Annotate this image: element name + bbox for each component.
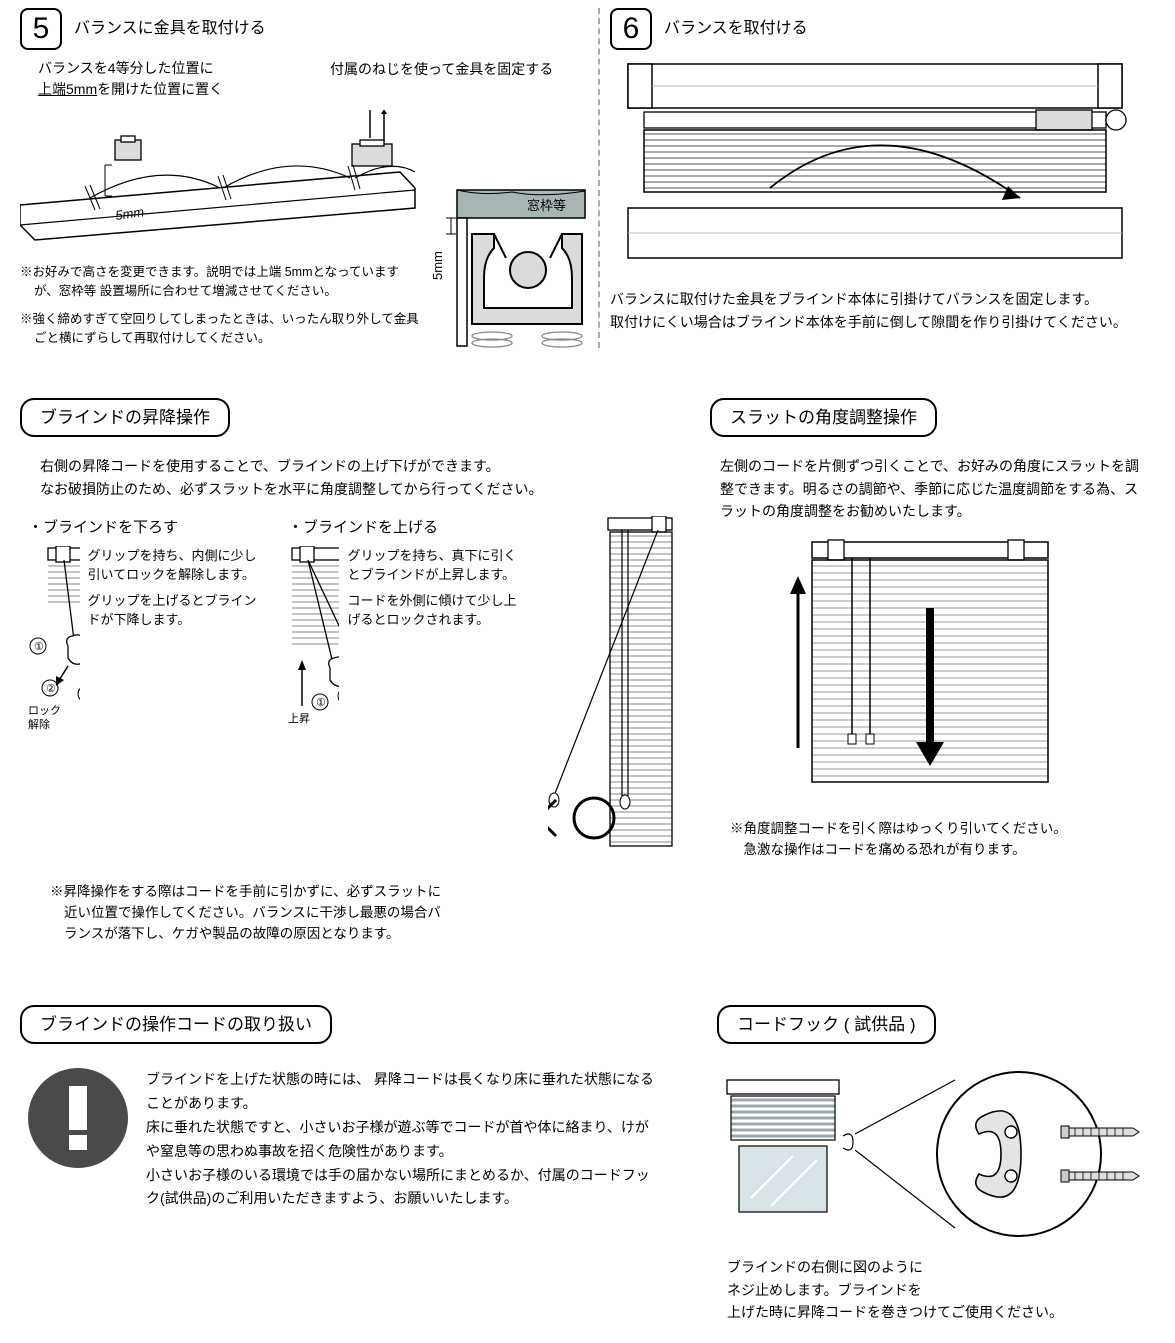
hook-illustration <box>721 1066 1151 1246</box>
step5-notes: ※お好みで高さを変更できます。説明では上端 5mmとなっていますが、窓枠等 設置… <box>20 263 420 357</box>
angle-note: ※角度調整コードを引く際はゆっくり引いてください。 急激な操作はコードを痛める恐… <box>710 819 1150 861</box>
lower-illustration: ① ② ③ 下降 ロック解除 <box>28 546 80 746</box>
top-row: 5 バランスに金具を取付ける バランスを4等分した位置に 上端5mmを開けた位置… <box>20 8 1155 348</box>
hook-text3: 上げた時に昇降コードを巻きつけてご使用ください。 <box>727 1301 1155 1323</box>
lower-desc1: グリップを持ち、内側に少し引いてロックを解除します。 <box>88 546 268 585</box>
step5-body: バランスを4等分した位置に 上端5mmを開けた位置に置く 付属のねじを使って金具… <box>20 58 580 348</box>
step5-header: 5 バランスに金具を取付ける <box>20 8 580 50</box>
angle-illustration <box>790 538 1070 798</box>
raise-body: ① ② ③ 上昇 ロック グリップを持ち、真下に引くとブラインドが上昇します。 … <box>288 546 528 746</box>
lower-body: ① ② ③ 下降 ロック解除 グリップを持ち、内側に少し引いてロックを解除します… <box>28 546 268 746</box>
hook-illustration-wrap <box>717 1066 1155 1246</box>
hook-title: コードフック ( 試供品 ) <box>717 1005 936 1044</box>
vertical-dashed-divider <box>598 8 600 348</box>
hook-text: ブラインドの右側に図のように ネジ止めします。ブラインドを 上げた時に昇降コード… <box>717 1256 1155 1323</box>
panel-step5: 5 バランスに金具を取付ける バランスを4等分した位置に 上端5mmを開けた位置… <box>20 8 590 348</box>
cord-handling-title: ブラインドの操作コードの取り扱い <box>20 1005 332 1044</box>
hook-text2: ネジ止めします。ブラインドを <box>727 1279 1155 1301</box>
xo-column <box>548 516 678 862</box>
step6-text-line1: バランスに取付けた金具をブラインド本体に引掛けてバランスを固定します。 <box>610 288 1140 310</box>
bracket-detail-illustration: 窓枠等 5mm <box>422 188 587 353</box>
caption1-rest: を開けた位置に置く <box>97 81 223 97</box>
angle-title: スラットの角度調整操作 <box>710 398 937 437</box>
raise-lower-note: ※昇降操作をする際はコードを手前に引かずに、必ずスラットに近い位置で操作してくだ… <box>20 882 450 945</box>
cord-p1: ブラインドを上げた状態の時には、 昇降コードは長くなり床に垂れた状態になることが… <box>146 1068 656 1116</box>
raise-desc1: グリップを持ち、真下に引くとブラインドが上昇します。 <box>347 546 528 585</box>
operation-row: ・ブラインドを下ろす ① ② ③ <box>20 516 680 862</box>
middle-row: ブラインドの昇降操作 右側の昇降コードを使用することで、ブラインドの上げ下げがで… <box>20 398 1155 945</box>
step5-title: バランスに金具を取付ける <box>74 16 266 42</box>
caption1-underline: 上端5mm <box>38 81 97 97</box>
warning-icon <box>28 1068 128 1168</box>
angle-illustration-wrap <box>710 538 1150 804</box>
lower-desc2: グリップを上げるとブラインドが下降します。 <box>88 591 268 630</box>
lower-column: ・ブラインドを下ろす ① ② ③ <box>28 516 268 862</box>
rl-intro-line2: なお破損防止のため、必ずスラットを水平に角度調整してから行ってください。 <box>40 478 680 500</box>
bottom-row: ブラインドの操作コードの取り扱い ブラインドを上げた状態の時には、 昇降コードは… <box>20 1005 1155 1323</box>
step5-number: 5 <box>20 8 62 50</box>
caption1-line1: バランスを4等分した位置に <box>38 60 214 76</box>
lower-subtitle: ・ブラインドを下ろす <box>28 516 268 540</box>
raise-column: ・ブラインドを上げる ① ② ③ 上昇 ロック <box>288 516 528 862</box>
svg-text:①: ① <box>34 641 44 653</box>
vdim-5mm: 5mm <box>430 251 445 280</box>
board-illustration: 5mm <box>20 110 420 260</box>
lower-desc: グリップを持ち、内側に少し引いてロックを解除します。 グリップを上げるとブライン… <box>88 546 268 746</box>
svg-text:ロック: ロック <box>28 704 61 717</box>
cord-handling-section: ブラインドの操作コードの取り扱い ブラインドを上げた状態の時には、 昇降コードは… <box>20 1005 677 1323</box>
raise-subtitle: ・ブラインドを上げる <box>288 516 528 540</box>
step5-caption-right: 付属のねじを使って金具を固定する <box>330 58 553 80</box>
step6-illustration <box>610 58 1140 276</box>
panel-step6: 6 バランスを取付ける <box>590 8 1140 348</box>
step6-header: 6 バランスを取付ける <box>610 8 1140 50</box>
hook-text1: ブラインドの右側に図のように <box>727 1256 1155 1278</box>
svg-text:解除: 解除 <box>28 717 50 731</box>
angle-section: スラットの角度調整操作 左側のコードを片側ずつ引くことで、お好みの角度にスラット… <box>710 398 1150 945</box>
svg-text:上昇: 上昇 <box>288 712 310 725</box>
step6-title: バランスを取付ける <box>664 16 808 42</box>
cord-p2: 床に垂れた状態ですと、小さいお子様が遊ぶ等でコードが首や体に絡まり、けがや窒息等… <box>146 1116 656 1164</box>
frame-label: 窓枠等 <box>527 198 566 213</box>
raise-lower-title: ブラインドの昇降操作 <box>20 398 230 437</box>
svg-text:②: ② <box>46 683 56 695</box>
step6-text: バランスに取付けた金具をブラインド本体に引掛けてバランスを固定します。 取付けに… <box>610 288 1140 333</box>
step5-note2: ※強く締めすぎて空回りしてしまったときは、いったん取り外して金具ごと横にずらして… <box>20 310 420 349</box>
hook-section: コードフック ( 試供品 ) <box>717 1005 1155 1323</box>
raise-lower-intro: 右側の昇降コードを使用することで、ブラインドの上げ下げができます。 なお破損防止… <box>20 455 680 500</box>
rl-note-text: ※昇降操作をする際はコードを手前に引かずに、必ずスラットに近い位置で操作してくだ… <box>50 882 450 945</box>
angle-intro: 左側のコードを片側ずつ引くことで、お好みの角度にスラットを調整できます。明るさの… <box>710 455 1150 522</box>
xo-illustration <box>548 516 678 856</box>
rl-intro-line1: 右側の昇降コードを使用することで、ブラインドの上げ下げができます。 <box>40 455 680 477</box>
cord-p3: 小さいお子様のいる環境では手の届かない場所にまとめるか、付属のコードフック(試供… <box>146 1164 656 1212</box>
raise-desc2: コードを外側に傾けて少し上げるとロックされます。 <box>347 591 528 630</box>
svg-text:①: ① <box>316 697 326 709</box>
raise-lower-section: ブラインドの昇降操作 右側の昇降コードを使用することで、ブラインドの上げ下げがで… <box>20 398 680 945</box>
step6-text-line2: 取付けにくい場合はブラインド本体を手前に倒して隙間を作り引掛けてください。 <box>610 311 1140 333</box>
step5-caption-left: バランスを4等分した位置に 上端5mmを開けた位置に置く <box>38 58 223 100</box>
step6-number: 6 <box>610 8 652 50</box>
raise-desc: グリップを持ち、真下に引くとブラインドが上昇します。 コードを外側に傾けて少し上… <box>347 546 528 746</box>
raise-illustration: ① ② ③ 上昇 ロック <box>288 546 339 746</box>
cord-handling-body: ブラインドを上げた状態の時には、 昇降コードは長くなり床に垂れた状態になることが… <box>20 1068 677 1211</box>
cord-handling-text: ブラインドを上げた状態の時には、 昇降コードは長くなり床に垂れた状態になることが… <box>146 1068 656 1211</box>
step5-note1: ※お好みで高さを変更できます。説明では上端 5mmとなっていますが、窓枠等 設置… <box>20 263 420 302</box>
